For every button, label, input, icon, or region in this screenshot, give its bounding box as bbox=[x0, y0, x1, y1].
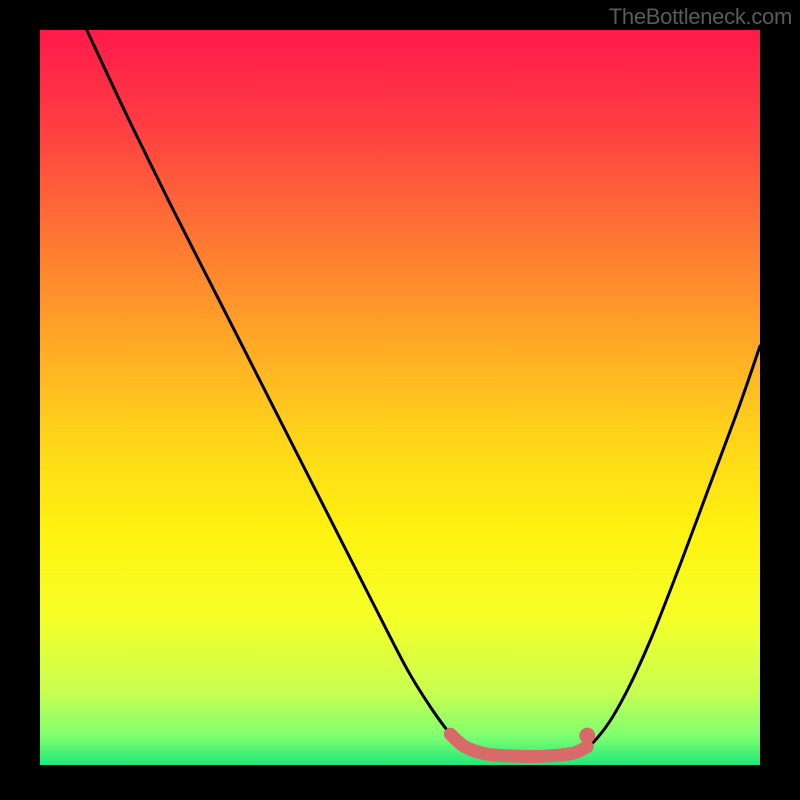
highlight-dot bbox=[579, 728, 595, 744]
chart-container: TheBottleneck.com bbox=[0, 0, 800, 800]
watermark-text: TheBottleneck.com bbox=[609, 4, 792, 30]
chart-svg bbox=[40, 30, 760, 765]
plot-area bbox=[40, 30, 760, 765]
